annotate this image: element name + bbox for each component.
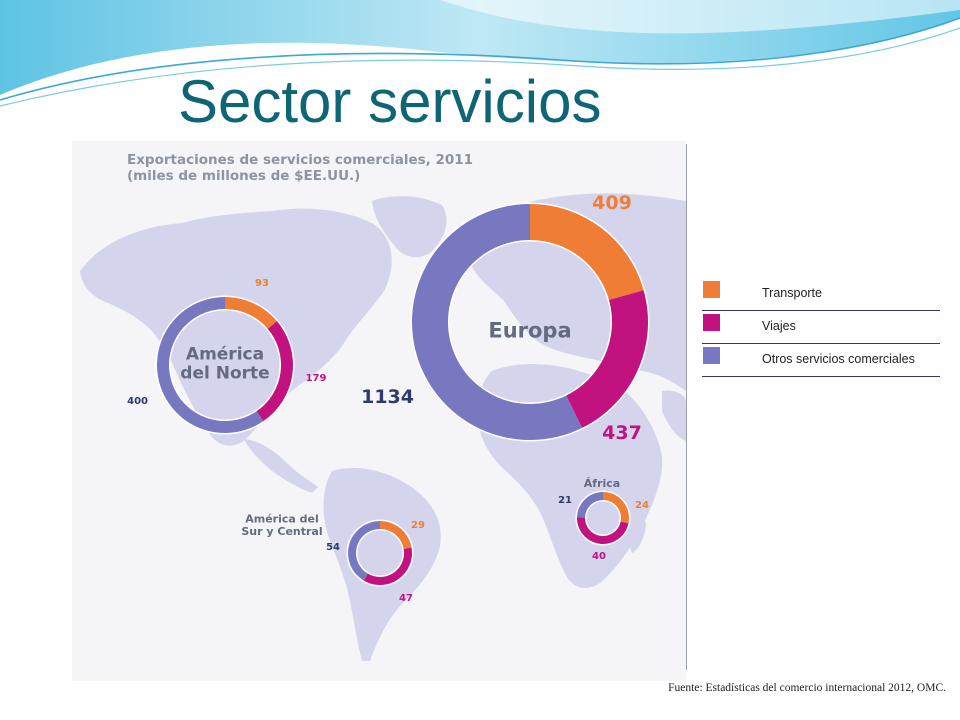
value-label-africa-transporte: 24	[635, 500, 649, 511]
legend-swatch-other	[703, 347, 720, 364]
slice-africa-otros-servicios-comerciales	[577, 492, 603, 518]
region-label-europa: Europa	[488, 318, 571, 342]
value-label-america-del-norte-transporte: 93	[255, 278, 269, 289]
legend-item-transport: Transporte	[702, 278, 940, 311]
region-label-africa: África	[584, 477, 620, 490]
value-label-africa-otros-servicios-comerciales: 21	[558, 495, 572, 506]
value-label-america-del-norte-viajes: 179	[306, 373, 327, 384]
value-label-europa-otros-servicios-comerciales: 1134	[361, 386, 414, 408]
legend-swatch-transport	[703, 281, 720, 298]
region-label-line: América del	[245, 513, 319, 526]
header-wave-decoration	[0, 0, 960, 107]
slice-europa-viajes	[566, 290, 648, 428]
chart-title-line-1: Exportaciones de servicios comerciales, …	[127, 152, 474, 168]
legend: Transporte Viajes Otros servicios comerc…	[702, 278, 940, 377]
value-label-europa-transporte: 409	[592, 192, 632, 214]
world-map-chart: 93 179 400 América del Norte 409 437 1134 Europa…	[80, 192, 686, 661]
slice-america-del-sur-y-central-otros-servicios-comerciales	[347, 521, 380, 581]
slice-europa-otros-servicios-comerciales	[411, 204, 583, 441]
value-label-america-del-sur-y-central-transporte: 29	[411, 520, 425, 531]
source-note: Fuente: Estadísticas del comercio intern…	[668, 682, 946, 694]
legend-label-other: Otros servicios comerciales	[762, 352, 915, 366]
chart-title-line-2: (miles de millones de $EE.UU.)	[127, 168, 361, 184]
region-label-line: América	[186, 344, 264, 364]
donut-africa: 24 40 21 África	[558, 477, 649, 562]
slide-title: Sector servicios	[178, 68, 602, 135]
region-label-line: Europa	[488, 318, 571, 342]
donut-america-del-norte: 93 179 400 América del Norte	[127, 278, 327, 435]
slice-america-del-norte-transporte	[225, 297, 277, 329]
value-label-africa-viajes: 40	[592, 551, 606, 562]
map-panel: 93 179 400 América del Norte 409 437 1134 Europa…	[72, 141, 686, 681]
legend-item-other: Otros servicios comerciales	[702, 344, 940, 377]
value-label-europa-viajes: 437	[602, 422, 642, 444]
slice-america-del-norte-otros-servicios-comerciales	[157, 297, 264, 433]
region-label-line: Sur y Central	[241, 525, 322, 538]
donut-america-del-sur-y-central: 29 47 54 América del Sur y Central	[241, 513, 425, 604]
legend-label-transport: Transporte	[762, 286, 822, 300]
vertical-divider	[686, 144, 687, 670]
legend-item-travel: Viajes	[702, 311, 940, 344]
slice-africa-transporte	[603, 492, 629, 524]
legend-swatch-travel	[703, 314, 720, 331]
region-label-line: África	[584, 477, 620, 490]
slice-europa-transporte	[530, 204, 644, 300]
slice-america-del-sur-y-central-viajes	[363, 547, 413, 586]
legend-label-travel: Viajes	[762, 319, 796, 333]
value-label-america-del-sur-y-central-otros-servicios-comerciales: 54	[326, 542, 340, 553]
region-label-line: del Norte	[180, 363, 269, 383]
slice-america-del-norte-viajes	[256, 321, 293, 422]
chart-title: Exportaciones de servicios comerciales, …	[127, 152, 473, 184]
value-label-america-del-sur-y-central-viajes: 47	[399, 593, 413, 604]
slice-africa-viajes	[576, 517, 629, 544]
slice-america-del-sur-y-central-transporte	[380, 521, 412, 549]
region-label-america-del-sur-y-central: América del Sur y Central	[241, 513, 322, 538]
donut-europa: 409 437 1134 Europa	[361, 192, 650, 444]
value-label-america-del-norte-otros-servicios-comerciales: 400	[127, 396, 148, 407]
region-label-america-del-norte: América del Norte	[180, 344, 269, 383]
